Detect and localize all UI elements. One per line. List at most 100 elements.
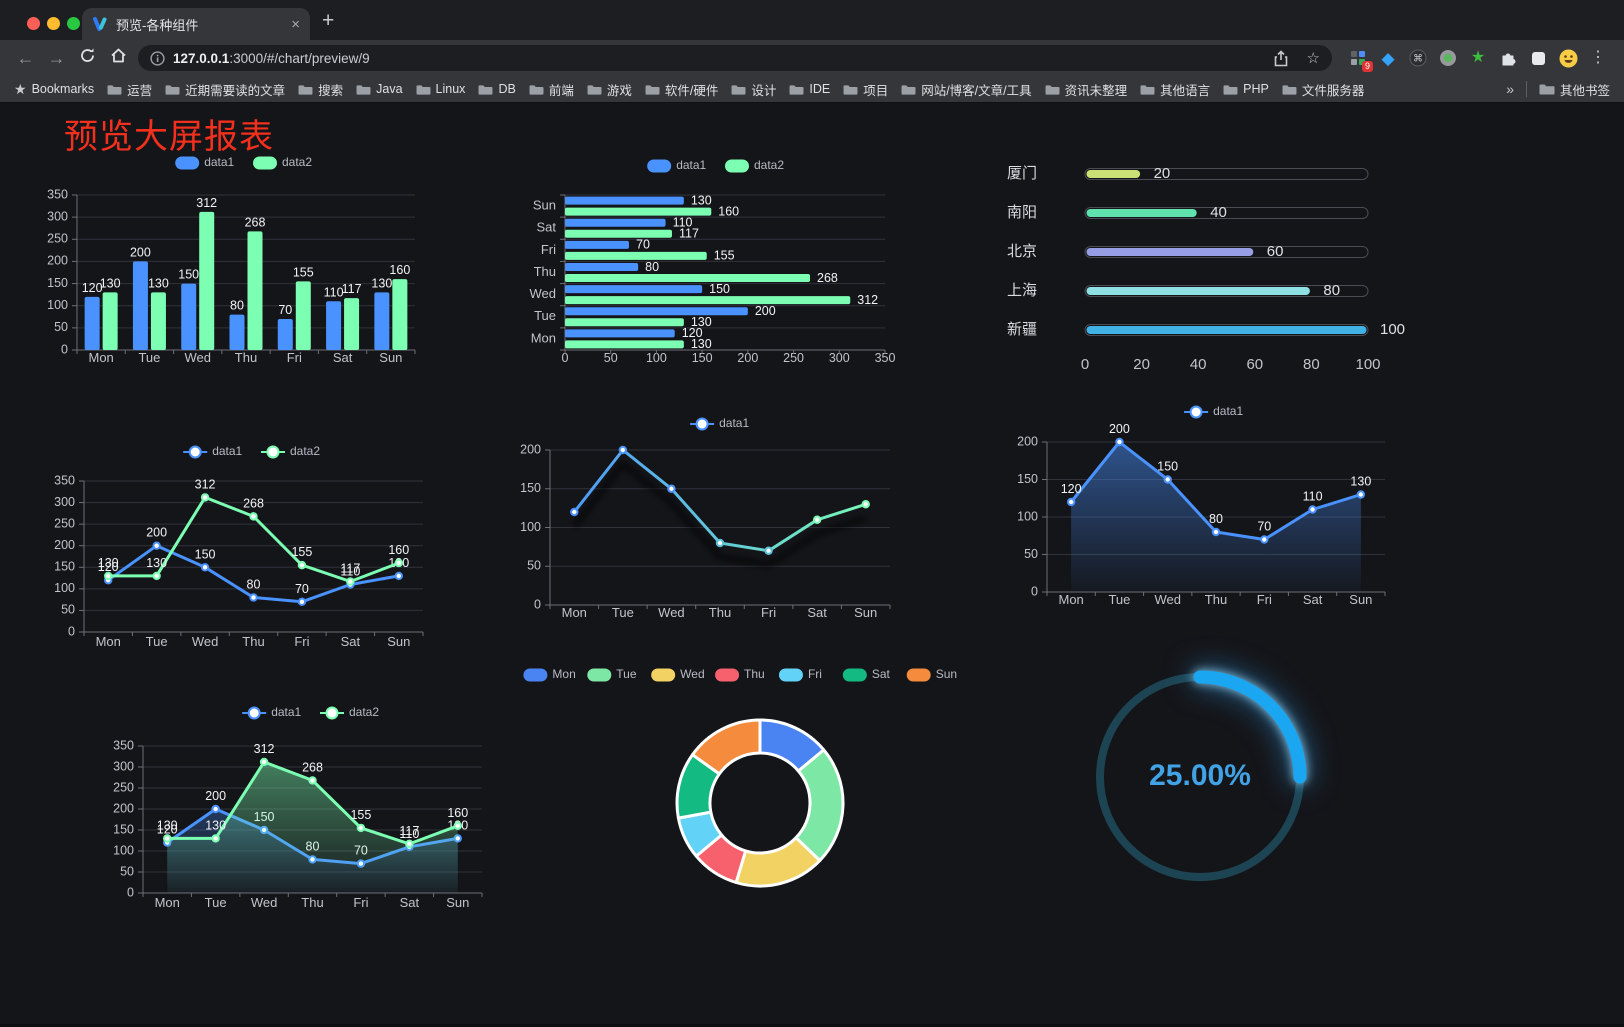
- chart-gauge[interactable]: 25.00%: [0, 103, 1624, 1027]
- svg-text:Sat: Sat: [807, 605, 827, 620]
- extensions-area: 9 ◆ ⌘ ★ ⋮: [1340, 40, 1616, 76]
- chart-donut[interactable]: Mon Tue Wed Thu Fri Sat Sun: [0, 103, 1624, 1027]
- svg-text:Sat: Sat: [400, 895, 420, 910]
- extension-star-icon[interactable]: ★: [1470, 49, 1486, 66]
- bookmark-folder[interactable]: 网站/博客/文章/工具: [901, 80, 1032, 99]
- bookmark-folder[interactable]: 近期需要读的文章: [165, 80, 285, 99]
- bookmark-folder[interactable]: 游戏: [587, 80, 632, 99]
- reload-icon[interactable]: [72, 47, 103, 69]
- new-tab-button[interactable]: +: [322, 9, 335, 32]
- svg-text:120: 120: [1061, 482, 1082, 496]
- svg-text:117: 117: [399, 824, 419, 838]
- svg-text:130: 130: [691, 337, 712, 351]
- bookmark-folder[interactable]: 运营: [107, 80, 152, 99]
- svg-text:Mon: Mon: [155, 895, 180, 910]
- svg-text:Wed: Wed: [680, 667, 704, 681]
- bookmark-folder-label: Java: [376, 82, 403, 96]
- svg-text:南阳: 南阳: [1007, 204, 1037, 221]
- other-bookmarks[interactable]: 其他书签: [1539, 80, 1610, 99]
- close-window-button[interactable]: [27, 17, 40, 30]
- bookmark-folder[interactable]: 资讯未整理: [1045, 80, 1127, 99]
- address-bar[interactable]: 127.0.0.1:3000/#/chart/preview/9 ☆: [138, 45, 1332, 71]
- extension-command-icon[interactable]: ⌘: [1408, 48, 1428, 68]
- minimize-window-button[interactable]: [47, 17, 60, 30]
- back-icon[interactable]: ←: [16, 47, 35, 68]
- bookmarks-overflow-chevron[interactable]: »: [1506, 81, 1514, 97]
- bookmark-star-icon[interactable]: ☆: [1306, 49, 1320, 67]
- bookmark-folder-label: 设计: [751, 83, 777, 98]
- svg-text:Wed: Wed: [184, 350, 211, 365]
- profile-avatar[interactable]: [1558, 48, 1578, 68]
- svg-text:50: 50: [1024, 547, 1038, 561]
- svg-text:117: 117: [340, 562, 360, 576]
- svg-text:Tue: Tue: [146, 634, 168, 649]
- site-info-icon[interactable]: [150, 50, 165, 66]
- svg-text:150: 150: [195, 547, 216, 561]
- bookmark-folder[interactable]: 其他语言: [1140, 80, 1210, 99]
- menu-dots-icon[interactable]: ⋮: [1590, 49, 1606, 66]
- extension-grid-icon[interactable]: 9: [1348, 48, 1373, 72]
- browser-tab[interactable]: 预览-各种组件 ×: [82, 8, 310, 40]
- share-icon[interactable]: [1273, 49, 1289, 67]
- svg-text:120: 120: [682, 326, 703, 340]
- bookmark-folder-label: 近期需要读的文章: [185, 83, 286, 98]
- svg-text:117: 117: [342, 282, 362, 296]
- svg-text:100: 100: [113, 843, 134, 857]
- svg-text:Mon: Mon: [552, 667, 575, 681]
- svg-text:200: 200: [113, 801, 134, 815]
- bookmark-folder-label: 项目: [863, 83, 889, 98]
- bookmark-folder[interactable]: Java: [356, 82, 403, 96]
- bookmark-folder[interactable]: DB: [478, 82, 516, 96]
- extension-diamond-icon[interactable]: ◆: [1381, 48, 1395, 68]
- zoom-window-button[interactable]: [67, 17, 80, 30]
- bookmark-folder-label: PHP: [1243, 82, 1269, 96]
- bookmark-folder[interactable]: 搜索: [298, 80, 343, 99]
- svg-text:Sun: Sun: [379, 350, 402, 365]
- svg-text:Sat: Sat: [872, 667, 891, 681]
- bookmark-folder[interactable]: 项目: [843, 80, 888, 99]
- svg-text:117: 117: [679, 227, 699, 241]
- svg-text:350: 350: [875, 351, 896, 365]
- svg-text:200: 200: [1109, 422, 1130, 436]
- svg-text:北京: 北京: [1007, 243, 1037, 260]
- chart-city-progress[interactable]: 厦门 20 南阳 40 北京 60 上海 80 新疆 100 0 20 40 60 80 100: [0, 103, 1624, 1027]
- svg-text:155: 155: [350, 808, 371, 822]
- bookmark-folder-list: 运营 近期需要读的文章 搜索 Java Linux DB 前端 游戏 软件/硬件 设计 IDE 项目 网…: [107, 80, 1364, 99]
- bookmark-folder[interactable]: PHP: [1223, 82, 1269, 96]
- svg-text:312: 312: [254, 742, 275, 756]
- bookmark-folder[interactable]: 前端: [529, 80, 574, 99]
- svg-text:130: 130: [157, 818, 178, 832]
- bookmark-folder-label: DB: [498, 82, 516, 96]
- bookmark-folder[interactable]: IDE: [789, 82, 830, 96]
- svg-text:300: 300: [47, 209, 68, 223]
- tab-search-icon[interactable]: [1528, 48, 1548, 68]
- extensions-puzzle-icon[interactable]: [1498, 48, 1518, 68]
- bookmark-folder[interactable]: 设计: [731, 80, 776, 99]
- svg-text:160: 160: [718, 204, 739, 218]
- svg-text:Sat: Sat: [333, 350, 353, 365]
- bookmarks-root[interactable]: ★ Bookmarks: [14, 81, 94, 98]
- svg-text:80: 80: [247, 577, 261, 591]
- bookmark-folder[interactable]: 软件/硬件: [645, 80, 718, 99]
- home-icon[interactable]: [103, 47, 134, 69]
- forward-icon[interactable]: →: [47, 47, 66, 68]
- bookmark-folder[interactable]: 文件服务器: [1282, 80, 1364, 99]
- svg-text:200: 200: [130, 245, 151, 259]
- svg-text:70: 70: [295, 582, 309, 596]
- bookmark-folder-label: 游戏: [606, 83, 632, 98]
- svg-text:160: 160: [388, 543, 409, 557]
- tab-close-icon[interactable]: ×: [291, 15, 300, 33]
- svg-text:0: 0: [61, 342, 68, 356]
- bookmark-folder[interactable]: Linux: [416, 82, 465, 96]
- extension-record-icon[interactable]: [1438, 48, 1458, 68]
- folder-icon: [107, 84, 122, 95]
- svg-text:150: 150: [1017, 472, 1038, 486]
- svg-text:150: 150: [178, 268, 199, 282]
- svg-text:Thu: Thu: [235, 350, 257, 365]
